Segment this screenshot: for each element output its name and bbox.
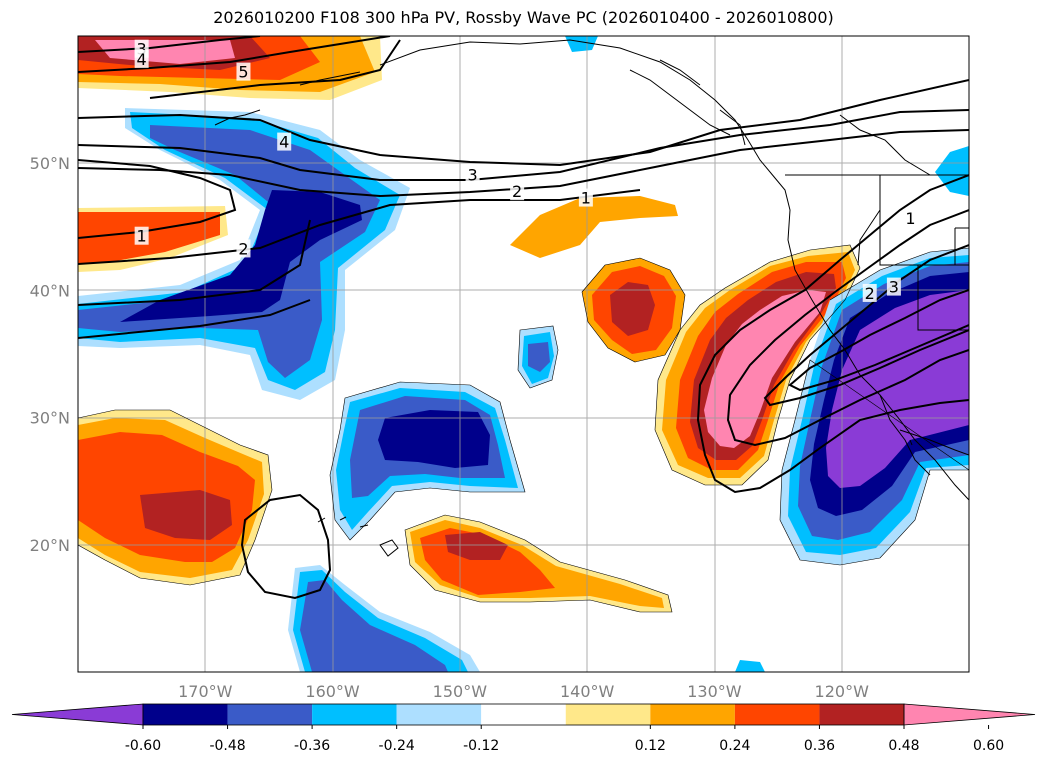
colorbar-tick-label: -0.48 xyxy=(209,738,245,754)
contour-label-bg xyxy=(277,132,292,151)
contour-label-bg xyxy=(134,226,149,245)
contour-label-bg xyxy=(134,49,149,68)
contour-label-bg xyxy=(465,165,480,184)
negative-anomaly-south-128w xyxy=(735,660,765,672)
negative-anomaly-subtropical-150w xyxy=(330,382,525,540)
lon-tick-label: 160°W xyxy=(305,682,360,701)
colorbar-segment xyxy=(734,704,820,725)
positive-anomaly-143w-46n xyxy=(510,196,678,258)
colorbar-tick-label: -0.60 xyxy=(125,738,161,754)
lat-tick-label: 40°N xyxy=(30,281,70,300)
colorbar-extend-max xyxy=(903,703,1036,726)
contour-label-bg xyxy=(886,277,901,296)
colorbar-tick-labels: -0.60 -0.48 -0.36 -0.24 -0.12 0.12 0.24 0.36 0.4… xyxy=(125,725,1004,754)
colorbar-segment xyxy=(396,704,482,725)
contour-label: 3 xyxy=(467,166,477,185)
negative-anomaly-northeast-corner xyxy=(935,146,969,196)
lon-tick-label: 150°W xyxy=(433,682,488,701)
contour-label: 4 xyxy=(279,133,289,152)
colorbar-segment xyxy=(565,704,651,725)
contour-label: 2 xyxy=(512,182,522,201)
colorbar-tick-label: -0.24 xyxy=(379,738,415,754)
colorbar-tick-label: 0.48 xyxy=(888,738,919,754)
contour-label: 1 xyxy=(905,209,915,228)
contour-label-bg xyxy=(236,62,251,81)
positive-anomaly-138w-38n xyxy=(582,258,685,362)
colorbar xyxy=(11,703,1036,726)
contour-label-bg xyxy=(903,208,918,227)
colorbar-segment xyxy=(650,704,735,725)
contour-label-bg xyxy=(236,239,251,258)
colorbar-segment xyxy=(143,704,228,725)
contour-label: 1 xyxy=(581,189,591,208)
negative-anomaly-southwest-us xyxy=(780,248,969,565)
contour-label-bg xyxy=(862,283,877,302)
negative-anomaly-small-147w xyxy=(518,326,558,388)
pv-contours xyxy=(78,36,969,600)
colorbar-tick-label: 0.12 xyxy=(635,738,666,754)
contour-label-bg xyxy=(510,182,525,201)
colorbar-segment xyxy=(481,704,566,725)
colorbar-tick-label: 0.36 xyxy=(804,738,835,754)
lon-tick-label: 170°W xyxy=(178,682,233,701)
colorbar-segment xyxy=(227,704,313,725)
positive-anomaly-southwest xyxy=(78,410,272,585)
contour-label: 3 xyxy=(889,278,899,297)
lat-tick-label: 20°N xyxy=(30,536,70,555)
colorbar-segment xyxy=(312,704,397,725)
shading-outlines xyxy=(78,244,969,613)
colorbar-segment xyxy=(819,704,904,725)
plot-frame xyxy=(77,35,970,673)
colorbar-tick-label: -0.12 xyxy=(463,738,499,754)
negative-anomaly-gulf-of-alaska xyxy=(565,36,598,52)
lat-tick-label: 50°N xyxy=(30,154,70,173)
contour-label: 3 xyxy=(137,40,147,59)
lat-tick-label: 30°N xyxy=(30,409,70,428)
contour-label-bg xyxy=(578,188,593,207)
contour-label: 5 xyxy=(238,63,248,82)
colorbar-tick-label: -0.36 xyxy=(294,738,330,754)
colorbar-extend-min xyxy=(11,703,144,726)
contour-label: 1 xyxy=(137,227,147,246)
contour-label: 2 xyxy=(238,239,248,258)
lon-tick-label: 140°W xyxy=(560,682,615,701)
longitude-labels: 170°W 160°W 150°W 140°W 130°W 120°W xyxy=(178,682,869,701)
colorbar-frame xyxy=(142,703,905,726)
contour-label: 4 xyxy=(137,50,147,69)
latitude-labels: 50°N 40°N 30°N 20°N xyxy=(30,154,70,555)
map-title: 2026010200 F108 300 hPa PV, Rossby Wave … xyxy=(213,8,834,27)
negative-anomaly-south-160w xyxy=(288,565,480,672)
colorbar-tick-label: 0.60 xyxy=(973,738,1004,754)
lon-tick-label: 120°W xyxy=(815,682,870,701)
lon-tick-label: 130°W xyxy=(687,682,742,701)
positive-anomaly-hawaii-east xyxy=(405,515,672,612)
contour-label: 2 xyxy=(865,284,875,303)
colorbar-tick-label: 0.24 xyxy=(719,738,750,754)
